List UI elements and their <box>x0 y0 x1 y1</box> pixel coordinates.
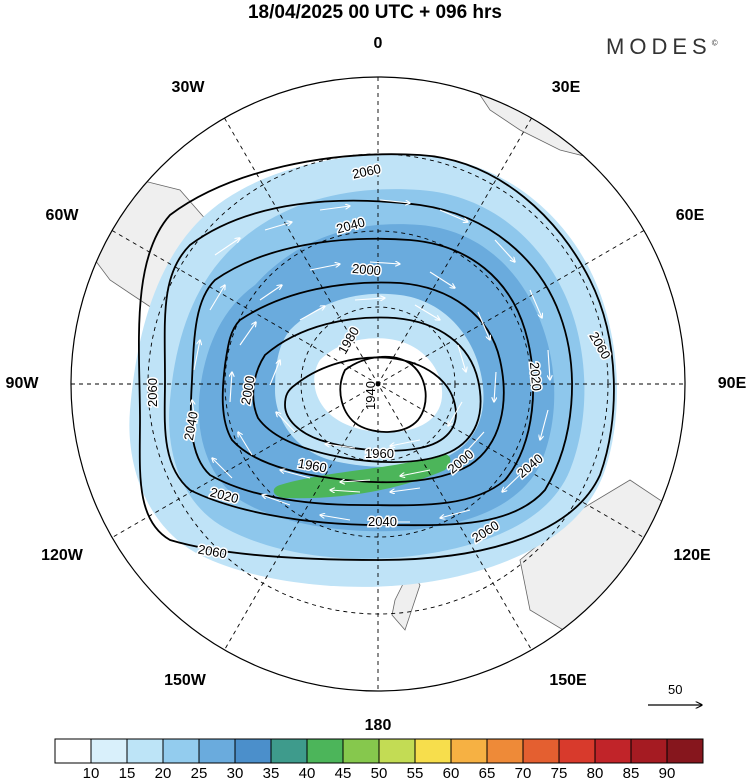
colorbar-tick-label: 20 <box>154 765 172 782</box>
brand-name: MODES <box>606 34 712 59</box>
map-title: 18/04/2025 00 UTC + 096 hrs <box>247 2 503 23</box>
contour-label-2040-b: 2040 <box>181 410 201 441</box>
colorbar-tick-label: 90 <box>658 765 676 782</box>
colorbar-tick-label: 30 <box>226 765 244 782</box>
contour-label-1960-b: 1960 <box>365 446 394 461</box>
contour-2020 <box>189 237 535 507</box>
colorbar-swatch <box>630 738 668 764</box>
pole-marker <box>375 381 381 387</box>
contour-label-2040-c: 2040 <box>368 514 397 529</box>
colorbar-swatch <box>270 738 308 764</box>
colorbar <box>54 738 704 764</box>
lon-label-30e: 30E <box>551 79 581 96</box>
lon-label-120e: 120E <box>673 547 711 564</box>
colorbar-tick-label: 65 <box>478 765 496 782</box>
colorbar-tick-label: 45 <box>334 765 352 782</box>
colorbar-tick-label: 70 <box>514 765 532 782</box>
colorbar-swatch <box>666 738 704 764</box>
map-boundary <box>70 76 686 692</box>
colorbar-swatch <box>450 738 488 764</box>
colorbar-swatch <box>486 738 524 764</box>
colorbar-swatch <box>162 738 200 764</box>
lon-label-90w: 90W <box>5 375 39 392</box>
contour-label-2060-c: 2060 <box>145 378 160 407</box>
brand-mark: © <box>711 38 718 48</box>
lon-label-120w: 120W <box>41 547 83 564</box>
colorbar-swatch <box>234 738 272 764</box>
contour-label-2060-e: 2060 <box>197 542 228 562</box>
lon-label-60e: 60E <box>675 207 705 224</box>
lon-label-150e: 150E <box>549 672 587 689</box>
lon-label-0: 0 <box>373 35 383 52</box>
colorbar-tick-label: 75 <box>550 765 568 782</box>
colorbar-swatch <box>306 738 344 764</box>
colorbar-swatch <box>90 738 128 764</box>
colorbar-tick-label: 85 <box>622 765 640 782</box>
lon-label-90e: 90E <box>717 375 747 392</box>
contour-1940 <box>339 355 427 433</box>
colorbar-tick-label: 40 <box>298 765 316 782</box>
contour-1960 <box>284 356 457 452</box>
colorbar-swatch <box>558 738 596 764</box>
colorbar-tick-label: 15 <box>118 765 136 782</box>
lon-label-180: 180 <box>364 717 392 734</box>
colorbar-swatch <box>342 738 380 764</box>
lon-label-150w: 150W <box>164 672 206 689</box>
contour-2000 <box>221 281 505 484</box>
colorbar-tick-label: 55 <box>406 765 424 782</box>
colorbar-swatch <box>594 738 632 764</box>
contour-label-1940: 1940 <box>363 381 378 410</box>
colorbar-tick-label: 50 <box>370 765 388 782</box>
brand-logo: MODES© <box>606 34 718 60</box>
colorbar-swatch <box>54 738 92 764</box>
colorbar-tick-label: 60 <box>442 765 460 782</box>
colorbar-swatch <box>522 738 560 764</box>
contour-label-2000-a: 2000 <box>351 261 381 278</box>
colorbar-tick-label: 10 <box>82 765 100 782</box>
lon-label-30w: 30W <box>171 79 205 96</box>
contour-label-2000-b: 2000 <box>238 375 258 406</box>
reference-vector-label: 50 <box>668 682 683 697</box>
colorbar-tick-label: 80 <box>586 765 604 782</box>
lon-label-60w: 60W <box>45 207 79 224</box>
colorbar-swatch <box>126 738 164 764</box>
wind-vectors <box>192 199 550 522</box>
colorbar-swatch <box>198 738 236 764</box>
colorbar-tick-label: 35 <box>262 765 280 782</box>
colorbar-tick-label: 25 <box>190 765 208 782</box>
africa-land <box>469 77 641 161</box>
height-contours <box>137 153 615 561</box>
contour-label-1960-a: 1960 <box>297 456 328 476</box>
colorbar-swatch <box>378 738 416 764</box>
contour-label-2020-a: 2020 <box>527 361 544 391</box>
colorbar-swatch <box>414 738 452 764</box>
contour-2060 <box>137 153 615 561</box>
contour-1980 <box>252 316 482 464</box>
contour-2040 <box>163 199 573 527</box>
